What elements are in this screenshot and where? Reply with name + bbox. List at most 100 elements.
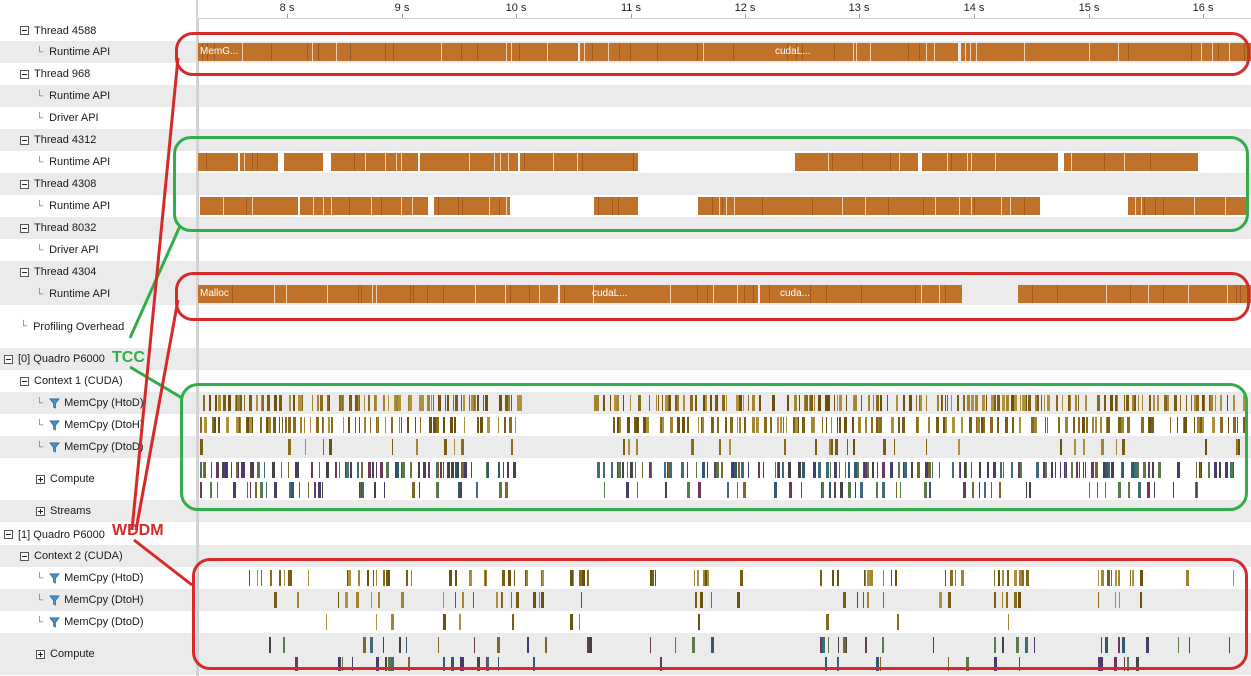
compute-kernel-mark[interactable] (477, 657, 480, 671)
memcpy-htod-mark[interactable] (597, 395, 599, 411)
memcpy-dtoh-mark[interactable] (837, 417, 838, 433)
compute-kernel-mark[interactable] (1152, 462, 1154, 478)
compute-kernel-mark[interactable] (217, 482, 218, 498)
memcpy-dtoh-mark[interactable] (852, 417, 854, 433)
compute-kernel-mark[interactable] (1011, 462, 1013, 478)
memcpy-htod-mark[interactable] (772, 395, 775, 411)
memcpy-dtoh-mark[interactable] (977, 417, 980, 433)
runtime-api-bar[interactable] (434, 197, 510, 215)
memcpy-htod-mark[interactable] (752, 395, 755, 411)
compute-kernel-mark[interactable] (763, 462, 764, 478)
memcpy-dtoh-mark[interactable] (464, 417, 465, 433)
memcpy-htod-mark[interactable] (447, 395, 449, 411)
memcpy-dtoh-mark[interactable] (865, 417, 867, 433)
memcpy-htod-mark[interactable] (587, 570, 589, 586)
memcpy-dtoh-mark[interactable] (343, 417, 344, 433)
compute-kernel-mark[interactable] (917, 462, 920, 478)
compute-kernel-mark[interactable] (1173, 482, 1174, 498)
memcpy-dtoh-mark[interactable] (443, 417, 445, 433)
memcpy-dtoh-mark[interactable] (997, 417, 999, 433)
memcpy-dtoh-mark[interactable] (377, 417, 378, 433)
memcpy-htod-mark[interactable] (289, 395, 291, 411)
memcpy-htod-mark[interactable] (982, 395, 985, 411)
compute-kernel-mark[interactable] (314, 482, 316, 498)
compute-kernel-mark[interactable] (505, 482, 508, 498)
compute-kernel-mark[interactable] (698, 482, 701, 498)
memcpy-dtoh-mark[interactable] (1012, 417, 1014, 433)
compute-kernel-mark[interactable] (499, 482, 502, 498)
memcpy-htod-mark[interactable] (483, 395, 484, 411)
compute-kernel-mark[interactable] (741, 462, 744, 478)
compute-kernel-mark[interactable] (971, 462, 972, 478)
memcpy-dtoh-mark[interactable] (328, 417, 330, 433)
memcpy-htod-mark[interactable] (947, 395, 948, 411)
compute-kernel-mark[interactable] (1105, 462, 1108, 478)
compute-kernel-mark[interactable] (1083, 462, 1084, 478)
compute-kernel-mark[interactable] (402, 462, 405, 478)
memcpy-htod-mark[interactable] (320, 395, 323, 411)
memcpy-htod-mark[interactable] (218, 395, 221, 411)
memcpy-htod-mark[interactable] (215, 395, 217, 411)
memcpy-dtoh-mark[interactable] (249, 417, 252, 433)
compute-kernel-mark[interactable] (231, 462, 232, 478)
compute-kernel-mark[interactable] (1154, 482, 1155, 498)
memcpy-dtod-mark[interactable] (443, 614, 446, 630)
memcpy-htod-mark[interactable] (870, 570, 873, 586)
compute-kernel-mark[interactable] (370, 637, 373, 653)
memcpy-dtoh-mark[interactable] (246, 417, 247, 433)
memcpy-htod-mark[interactable] (1204, 395, 1205, 411)
memcpy-dtod-mark[interactable] (847, 439, 848, 455)
memcpy-dtoh-mark[interactable] (952, 417, 955, 433)
compute-kernel-mark[interactable] (789, 482, 792, 498)
compute-kernel-mark[interactable] (669, 462, 672, 478)
memcpy-htod-mark[interactable] (1044, 395, 1045, 411)
compute-kernel-mark[interactable] (838, 637, 839, 653)
memcpy-dtoh-mark[interactable] (1184, 417, 1187, 433)
compute-kernel-mark[interactable] (1020, 462, 1022, 478)
compute-kernel-mark[interactable] (1214, 462, 1217, 478)
memcpy-dtoh-mark[interactable] (1121, 417, 1124, 433)
memcpy-dtoh-mark[interactable] (969, 417, 972, 433)
memcpy-htod-mark[interactable] (595, 395, 597, 411)
tree-row[interactable]: └ Runtime API (0, 195, 232, 217)
memcpy-htod-mark[interactable] (1180, 395, 1181, 411)
compute-kernel-mark[interactable] (589, 637, 592, 653)
memcpy-dtoh-mark[interactable] (515, 417, 516, 433)
memcpy-htod-mark[interactable] (1070, 395, 1071, 411)
compute-kernel-mark[interactable] (904, 462, 907, 478)
memcpy-dtoh-mark[interactable] (293, 417, 296, 433)
compute-kernel-mark[interactable] (758, 462, 760, 478)
memcpy-htod-mark[interactable] (748, 395, 749, 411)
memcpy-dtoh-mark[interactable] (268, 417, 271, 433)
compute-kernel-mark[interactable] (1101, 637, 1102, 653)
memcpy-dtoh-mark[interactable] (757, 417, 759, 433)
memcpy-htod-mark[interactable] (431, 395, 432, 411)
memcpy-htod-mark[interactable] (837, 570, 839, 586)
memcpy-htod-mark[interactable] (257, 570, 258, 586)
memcpy-dtoh-mark[interactable] (983, 417, 985, 433)
runtime-api-bar[interactable] (1064, 153, 1198, 171)
memcpy-htod-mark[interactable] (707, 570, 709, 586)
compute-kernel-mark[interactable] (338, 657, 341, 671)
compute-kernel-mark[interactable] (714, 462, 717, 478)
memcpy-dtod-mark[interactable] (392, 439, 393, 455)
memcpy-dtoh-mark[interactable] (783, 417, 784, 433)
memcpy-htod-mark[interactable] (355, 395, 358, 411)
memcpy-htod-mark[interactable] (342, 395, 343, 411)
memcpy-htod-mark[interactable] (1186, 395, 1187, 411)
memcpy-dtoh-mark[interactable] (370, 417, 371, 433)
memcpy-dtoh-mark[interactable] (936, 417, 939, 433)
memcpy-dtoh-mark[interactable] (355, 417, 356, 433)
compute-kernel-mark[interactable] (236, 462, 238, 478)
filter-icon[interactable] (49, 617, 60, 628)
compute-kernel-mark[interactable] (451, 462, 454, 478)
compute-kernel-mark[interactable] (380, 462, 383, 478)
memcpy-dtoh-mark[interactable] (1194, 417, 1195, 433)
compute-kernel-mark[interactable] (1016, 637, 1019, 653)
memcpy-htod-mark[interactable] (261, 570, 262, 586)
compute-kernel-mark[interactable] (743, 482, 746, 498)
compute-kernel-mark[interactable] (979, 482, 980, 498)
memcpy-dtod-mark[interactable] (416, 439, 418, 455)
memcpy-htod-mark[interactable] (986, 395, 987, 411)
compute-kernel-mark[interactable] (1060, 462, 1061, 478)
